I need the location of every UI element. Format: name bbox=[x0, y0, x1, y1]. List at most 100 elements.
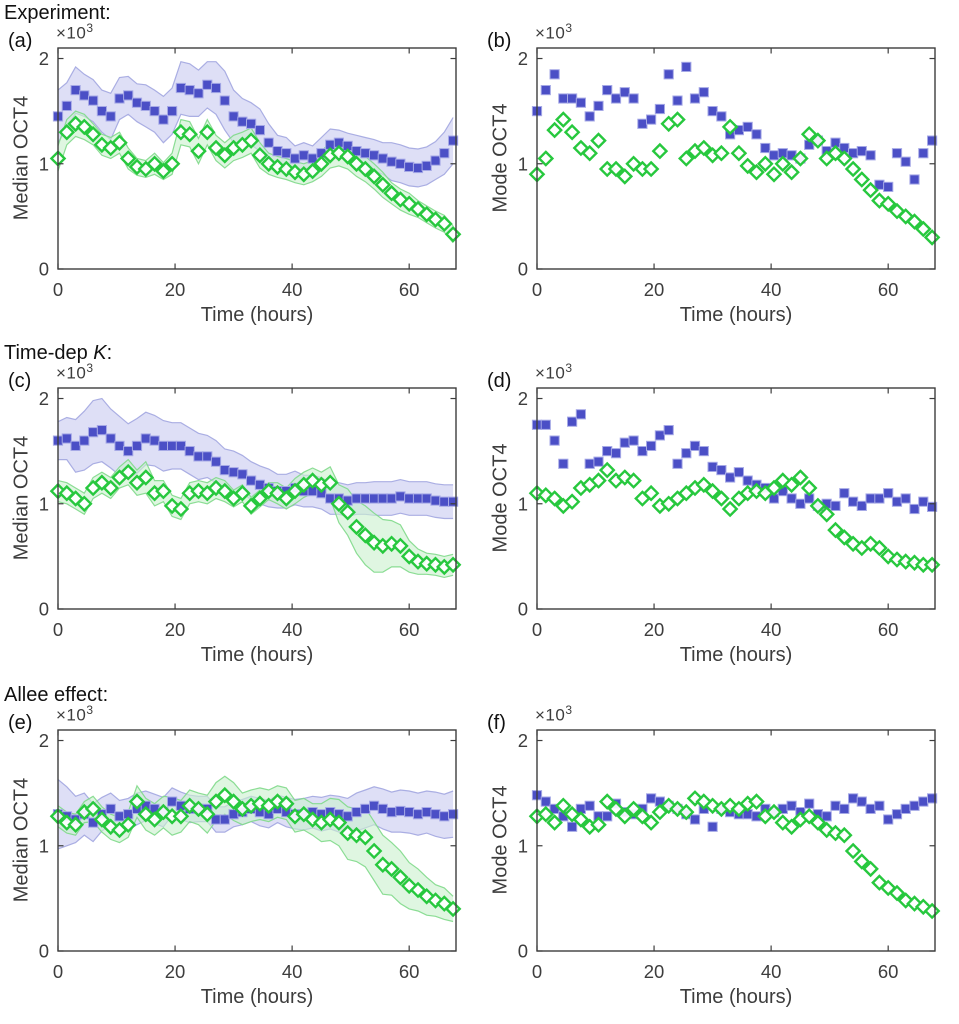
marker-diamond bbox=[836, 150, 853, 167]
marker-square bbox=[672, 458, 683, 469]
marker-diamond bbox=[739, 157, 756, 175]
marker-square bbox=[298, 150, 309, 161]
marker-diamond bbox=[704, 482, 721, 500]
marker-square bbox=[254, 479, 266, 490]
marker-diamond bbox=[783, 818, 800, 836]
x-tick-label: 0 bbox=[53, 279, 63, 300]
marker-square bbox=[909, 503, 920, 515]
x-tick-label: 0 bbox=[532, 619, 542, 640]
marker-square bbox=[360, 493, 371, 504]
marker-diamond bbox=[765, 803, 783, 821]
marker-square bbox=[228, 111, 239, 122]
y-axis-exponent: ×103 bbox=[56, 703, 94, 726]
marker-diamond bbox=[330, 144, 348, 162]
exponent-power: 3 bbox=[86, 703, 94, 717]
x-tick-label: 20 bbox=[165, 279, 186, 300]
marker-diamond bbox=[84, 126, 102, 143]
marker-square bbox=[70, 85, 81, 96]
y-tick-label: 1 bbox=[39, 153, 49, 174]
marker-diamond bbox=[546, 814, 563, 831]
section-label-suffix: : bbox=[106, 342, 113, 364]
x-tick-label: 20 bbox=[644, 279, 665, 300]
marker-diamond bbox=[119, 463, 137, 481]
marker-square bbox=[681, 448, 692, 459]
y-tick-label: 1 bbox=[39, 835, 49, 856]
marker-diamond bbox=[321, 474, 339, 491]
marker-diamond bbox=[713, 490, 730, 507]
marker-square bbox=[246, 118, 257, 129]
marker-square bbox=[927, 793, 938, 804]
marker-square bbox=[369, 150, 380, 161]
marker-square bbox=[628, 93, 639, 104]
marker-square bbox=[795, 498, 806, 509]
chart-canvas-f: 0 20 40 60 0 1 2 bbox=[518, 729, 941, 982]
y-tick-label: 1 bbox=[39, 493, 49, 514]
marker-diamond bbox=[809, 814, 827, 831]
marker-square bbox=[79, 90, 90, 101]
marker-diamond bbox=[590, 472, 607, 489]
marker-diamond bbox=[365, 168, 383, 185]
marker-square bbox=[246, 475, 257, 486]
marker-diamond bbox=[853, 171, 871, 188]
marker-diamond bbox=[137, 469, 155, 486]
green-diamonds-series bbox=[49, 463, 462, 576]
row-time-dep-k: Time-dep K: (c) ×103 Median OCT4 0 20 40 60… bbox=[0, 340, 959, 682]
green-diamonds-series bbox=[528, 790, 941, 920]
marker-square bbox=[228, 467, 239, 478]
marker-square bbox=[856, 146, 867, 157]
marker-diamond bbox=[163, 155, 181, 173]
marker-diamond bbox=[251, 795, 269, 812]
marker-square bbox=[439, 148, 450, 159]
marker-diamond bbox=[304, 472, 321, 489]
marker-diamond bbox=[792, 150, 809, 167]
marker-square bbox=[219, 814, 230, 825]
panel-c: (c) ×103 Median OCT4 0 20 40 60 0 1 2 Time (ho… bbox=[0, 340, 479, 680]
marker-square bbox=[707, 106, 718, 117]
marker-square bbox=[786, 493, 797, 504]
marker-diamond bbox=[537, 150, 555, 167]
marker-square bbox=[421, 493, 432, 504]
marker-diamond bbox=[748, 793, 765, 810]
chart-canvas-d: 0 20 40 60 0 1 2 bbox=[518, 387, 941, 640]
marker-square bbox=[210, 456, 222, 467]
marker-square bbox=[430, 155, 441, 166]
marker-square bbox=[167, 440, 178, 452]
marker-diamond bbox=[800, 479, 818, 497]
marker-diamond bbox=[590, 816, 607, 833]
marker-square bbox=[646, 793, 657, 804]
marker-square bbox=[637, 446, 648, 457]
marker-square bbox=[742, 475, 753, 486]
panel-d: (d) ×103 Mode OCT4 0 20 40 60 0 1 2 Time (hour… bbox=[479, 340, 958, 680]
x-tick-label: 20 bbox=[644, 961, 665, 982]
marker-square bbox=[70, 440, 81, 452]
x-axis-label: Time (hours) bbox=[200, 986, 314, 1008]
marker-diamond bbox=[339, 503, 356, 521]
marker-square bbox=[421, 807, 432, 818]
marker-diamond bbox=[853, 853, 871, 870]
section-label-text: Allee effect: bbox=[4, 684, 109, 706]
marker-square bbox=[61, 433, 72, 444]
marker-diamond bbox=[774, 155, 792, 173]
marker-square bbox=[681, 61, 692, 72]
marker-square bbox=[865, 803, 876, 815]
marker-diamond bbox=[607, 160, 625, 178]
panel-letter: (c) bbox=[8, 370, 32, 392]
exponent-power: 3 bbox=[565, 21, 573, 35]
marker-diamond bbox=[278, 490, 295, 507]
marker-square bbox=[96, 425, 108, 436]
marker-diamond bbox=[783, 163, 800, 181]
marker-diamond bbox=[888, 884, 906, 902]
marker-square bbox=[689, 440, 701, 452]
marker-square bbox=[874, 493, 885, 504]
marker-diamond bbox=[102, 479, 119, 497]
plot-box bbox=[57, 47, 457, 270]
marker-square bbox=[619, 437, 630, 448]
marker-square bbox=[909, 800, 920, 811]
marker-diamond bbox=[616, 168, 634, 185]
x-axis-label: Time (hours) bbox=[200, 304, 314, 326]
panel-b: (b) ×103 Mode OCT4 0 20 40 60 0 1 2 Time (hour… bbox=[479, 0, 958, 340]
blue-squares-band-edge-upper bbox=[57, 397, 454, 486]
marker-diamond bbox=[119, 816, 137, 833]
marker-square bbox=[61, 100, 72, 112]
x-tick-label: 40 bbox=[761, 619, 782, 640]
